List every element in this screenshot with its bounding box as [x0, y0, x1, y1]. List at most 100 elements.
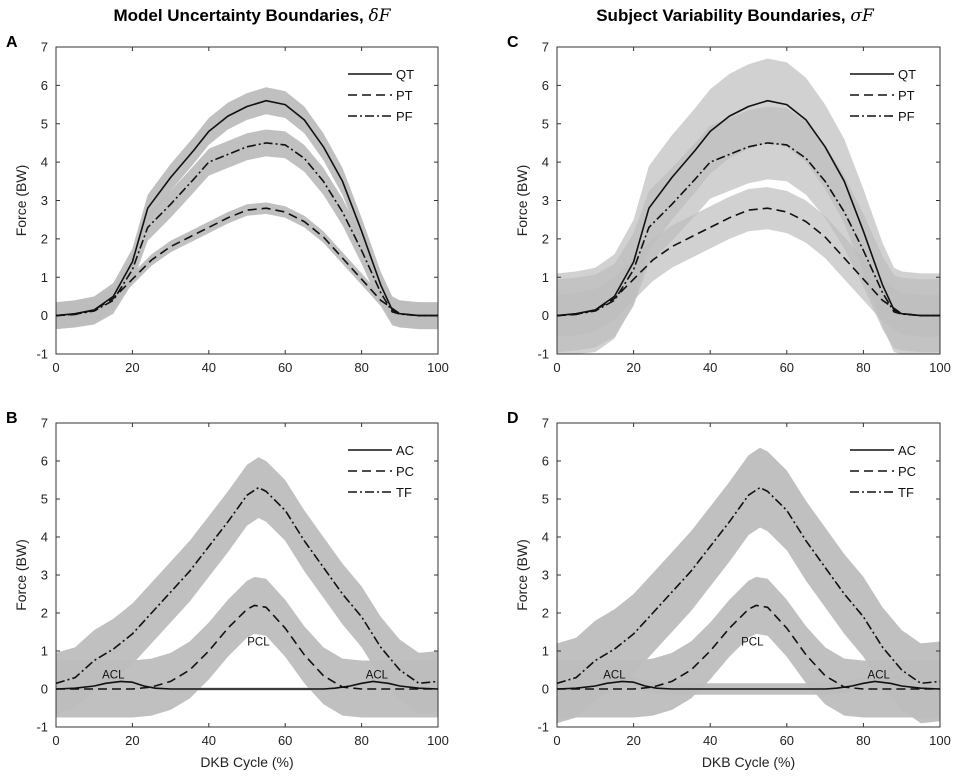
y-tick-label: 7: [41, 40, 48, 55]
column-title-right: Subject Variability Boundaries, σF: [596, 6, 875, 26]
y-tick-label: -1: [36, 720, 48, 735]
column-title-right-text: Subject Variability Boundaries,: [596, 6, 850, 25]
legend-label-qt: QT: [396, 67, 414, 82]
y-tick-label: -1: [537, 720, 549, 735]
legend-label-ac: AC: [396, 443, 414, 458]
y-tick-label: 3: [41, 193, 48, 208]
series-line-tf: [55, 486, 439, 685]
x-tick-label: 60: [780, 733, 794, 748]
y-tick-label: -1: [36, 347, 48, 362]
annotation-pcl: PCL: [247, 636, 270, 648]
x-tick-label: 0: [52, 733, 59, 748]
legend-label-pc: PC: [898, 464, 916, 479]
y-tick-label: 7: [41, 416, 48, 431]
band-pc: [557, 576, 940, 718]
series-line-pc: [557, 604, 940, 690]
panel-letter: D: [507, 410, 519, 427]
x-tick-label: 20: [125, 733, 139, 748]
y-axis-label: Force (BW): [13, 539, 29, 611]
y-tick-label: 5: [542, 116, 549, 131]
panel-letter: A: [6, 34, 18, 51]
y-tick-label: 2: [41, 606, 48, 621]
x-tick-label: 20: [626, 733, 640, 748]
series-line-qt: [55, 99, 438, 317]
y-axis-label: Force (BW): [514, 539, 530, 611]
legend-label-pc: PC: [396, 464, 414, 479]
panel-b: B 0 20 40 60 80 100 -1 0 1 2 3 4 5 6 7 Force (BW) DKB Cyc…: [6, 410, 449, 770]
column-title-right-symbol: σF: [850, 6, 875, 26]
series-line-pc: [56, 604, 438, 690]
panel-letter: C: [507, 34, 519, 51]
y-tick-label: 5: [41, 116, 48, 131]
column-title-left-text: Model Uncertainty Boundaries,: [113, 6, 368, 25]
x-tick-label: 60: [278, 733, 292, 748]
x-tick-label: 40: [703, 360, 717, 375]
x-tick-label: 60: [278, 360, 292, 375]
y-tick-label: 1: [542, 270, 549, 285]
y-tick-label: 6: [41, 78, 48, 93]
series-line-pt: [55, 207, 438, 317]
x-tick-label: 80: [354, 360, 368, 375]
x-tick-label: 40: [202, 733, 216, 748]
band-tf: [557, 447, 940, 724]
panel-d: D 0 20 40 60 80 100 -1 0 1 2 3 4 5 6 7 Force (BW) DKB Cyc…: [507, 410, 951, 770]
x-tick-label: 80: [354, 733, 368, 748]
x-tick-label: 60: [780, 360, 794, 375]
y-tick-label: 4: [542, 530, 549, 545]
y-tick-label: 0: [542, 682, 549, 697]
column-title-left: Model Uncertainty Boundaries, δF: [113, 6, 391, 26]
y-tick-label: 6: [542, 454, 549, 469]
y-tick-label: 1: [41, 644, 48, 659]
y-tick-label: 5: [542, 492, 549, 507]
x-tick-label: 20: [626, 360, 640, 375]
legend-label-tf: TF: [898, 485, 914, 500]
y-tick-label: 5: [41, 492, 48, 507]
y-tick-label: 6: [41, 454, 48, 469]
legend-label-ac: AC: [898, 443, 916, 458]
x-tick-label: 40: [202, 360, 216, 375]
y-tick-label: 3: [542, 193, 549, 208]
y-tick-label: 4: [41, 530, 48, 545]
x-tick-label: 80: [856, 733, 870, 748]
y-tick-label: 1: [41, 270, 48, 285]
y-tick-label: 3: [542, 568, 549, 583]
y-tick-label: 0: [41, 682, 48, 697]
x-tick-label: 20: [125, 360, 139, 375]
y-tick-label: -1: [537, 347, 549, 362]
legend-label-tf: TF: [396, 485, 412, 500]
y-axis-label: Force (BW): [13, 165, 29, 237]
y-tick-label: 4: [41, 155, 48, 170]
legend-label-pt: PT: [396, 88, 413, 103]
legend-label-pt: PT: [898, 88, 915, 103]
x-tick-label: 0: [553, 733, 560, 748]
y-tick-label: 0: [542, 308, 549, 323]
x-tick-label: 0: [553, 360, 560, 375]
series-line-tf: [556, 486, 941, 685]
series-line-pt: [556, 207, 940, 317]
x-tick-label: 100: [929, 733, 951, 748]
series-line-ac: [556, 680, 941, 690]
x-tick-label: 100: [427, 733, 449, 748]
panel-c: C 0 20 40 60 80 100 -1 0 1 2 3 4 5 6 7 Force (BW) QT PT PF: [507, 34, 951, 375]
panel-letter: B: [6, 410, 18, 427]
annotation-acl: ACL: [366, 670, 389, 682]
column-title-left-symbol: δF: [369, 6, 392, 26]
y-tick-label: 2: [41, 231, 48, 246]
y-tick-label: 1: [542, 644, 549, 659]
x-tick-label: 80: [856, 360, 870, 375]
x-tick-label: 0: [52, 360, 59, 375]
legend-label-pf: PF: [396, 109, 413, 124]
x-tick-label: 100: [427, 360, 449, 375]
y-tick-label: 4: [542, 155, 549, 170]
band-group: [557, 58, 940, 354]
band-tf: [56, 457, 438, 714]
series-line-qt: [556, 99, 940, 317]
annotation-pcl: PCL: [741, 636, 764, 648]
x-axis-label: DKB Cycle (%): [200, 754, 293, 770]
y-axis-label: Force (BW): [514, 165, 530, 237]
series-line-pf: [556, 142, 940, 317]
y-tick-label: 7: [542, 416, 549, 431]
legend-label-pf: PF: [898, 109, 915, 124]
